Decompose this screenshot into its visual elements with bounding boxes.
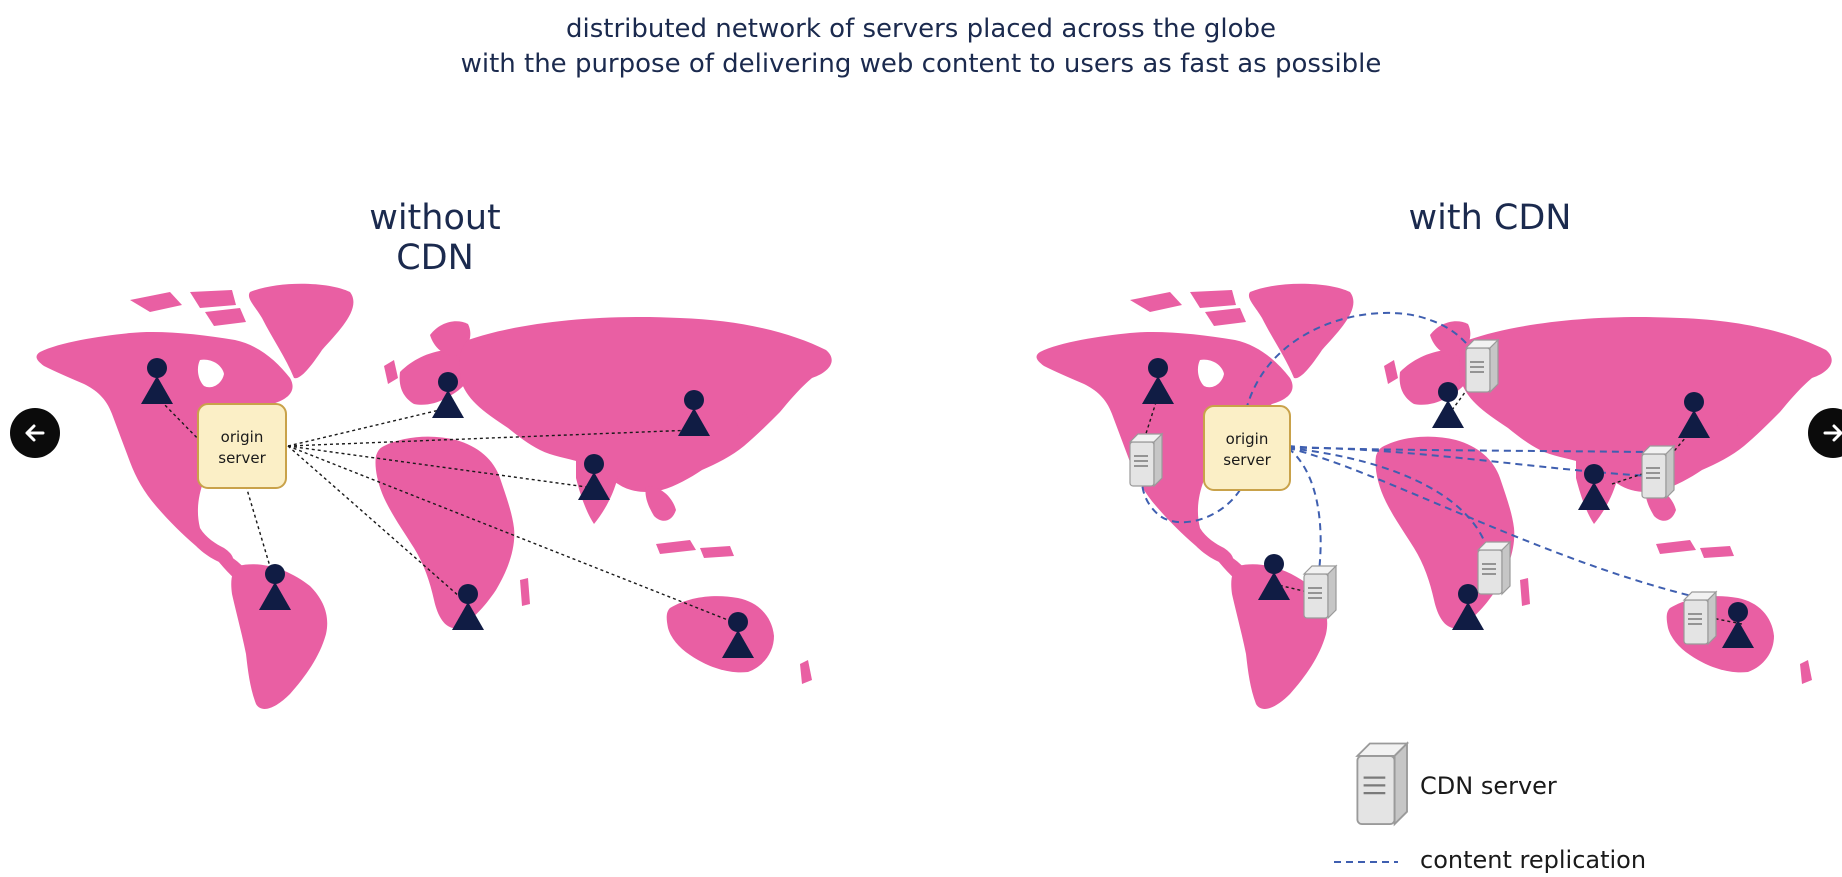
- arrow-left-icon: [25, 424, 45, 442]
- header-line-1: distributed network of servers placed ac…: [565, 14, 1276, 44]
- connection-line: [1451, 371, 1481, 411]
- origin-label-line-1: origin: [1226, 430, 1269, 448]
- origin-label-line-2: server: [1223, 451, 1271, 469]
- server-icon: [1303, 565, 1337, 619]
- replication-line: [1287, 447, 1701, 599]
- left-world-map: [36, 283, 832, 709]
- origin-label-line-1: origin: [221, 428, 264, 446]
- connection-line: [287, 429, 695, 447]
- server-icon: [1683, 591, 1717, 645]
- replication-line: [1287, 447, 1491, 561]
- connection-line: [1701, 615, 1743, 625]
- left-direct-connections: [157, 397, 739, 625]
- left-origin-server: origin server: [197, 403, 287, 489]
- arrow-right-icon: [1823, 424, 1842, 442]
- right-panel-title: with CDN: [1408, 198, 1572, 238]
- replication-line: [1287, 447, 1322, 581]
- server-icon: [1465, 339, 1499, 393]
- replication-line: [1245, 311, 1483, 411]
- previous-button[interactable]: [10, 408, 60, 458]
- legend-server-icon: [1356, 742, 1409, 826]
- right-origin-server: origin server: [1203, 405, 1291, 491]
- server-icon: [1129, 433, 1163, 487]
- left-panel-title: without CDN: [369, 198, 501, 278]
- next-button[interactable]: [1808, 408, 1842, 458]
- server-icon: [1641, 445, 1675, 499]
- header-line-2: with the purpose of delivering web conte…: [460, 49, 1382, 79]
- replication-lines: [1141, 311, 1701, 599]
- connection-line: [157, 397, 206, 447]
- replication-line: [1287, 446, 1651, 477]
- right-world-map: [1036, 283, 1832, 709]
- header-text: distributed network of servers placed ac…: [0, 12, 1842, 82]
- server-icon: [1356, 742, 1409, 826]
- server-icon: [1477, 541, 1511, 595]
- connection-line: [287, 445, 739, 625]
- origin-label-line-2: server: [218, 449, 266, 467]
- legend-cdn-server-label: CDN server: [1420, 772, 1557, 800]
- connection-line: [1611, 473, 1643, 485]
- replication-line: [1141, 465, 1241, 524]
- connection-line: [245, 485, 275, 581]
- legend-content-replication-label: content replication: [1420, 846, 1647, 874]
- connection-line: [287, 445, 469, 605]
